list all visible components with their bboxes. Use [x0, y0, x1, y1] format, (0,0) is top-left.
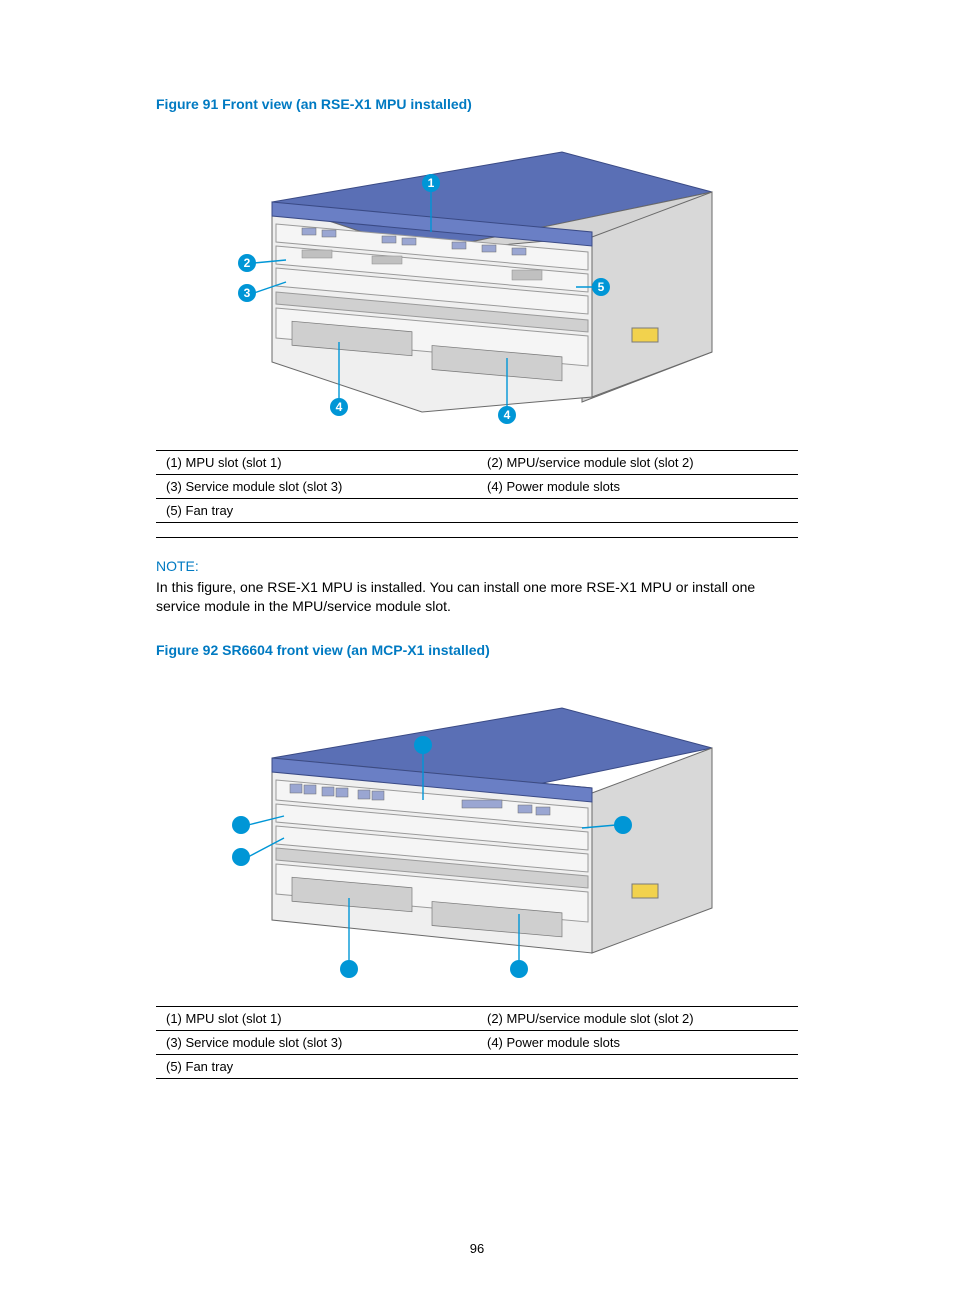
note-body: In this figure, one RSE-X1 MPU is instal… — [156, 578, 798, 616]
legend-cell — [477, 1054, 798, 1078]
note-rule — [156, 537, 798, 538]
table-row: (3) Service module slot (slot 3) (4) Pow… — [156, 1030, 798, 1054]
legend-cell: (2) MPU/service module slot (slot 2) — [477, 451, 798, 475]
legend-cell: (1) MPU slot (slot 1) — [156, 451, 477, 475]
legend-cell: (5) Fan tray — [156, 1054, 477, 1078]
callout-dot — [232, 816, 250, 834]
table-row: (5) Fan tray — [156, 499, 798, 523]
legend-cell: (4) Power module slots — [477, 1030, 798, 1054]
callout-dot — [614, 816, 632, 834]
callout-4: 4 — [498, 406, 516, 424]
figure-91-caption: Figure 91 Front view (an RSE-X1 MPU inst… — [156, 96, 798, 112]
callout-dot — [414, 736, 432, 754]
legend-cell: (2) MPU/service module slot (slot 2) — [477, 1006, 798, 1030]
legend-cell: (3) Service module slot (slot 3) — [156, 475, 477, 499]
callout-dot — [232, 848, 250, 866]
note-label: NOTE: — [156, 558, 798, 574]
callout-2: 2 — [238, 254, 256, 272]
chassis-svg — [232, 688, 722, 998]
callout-1: 1 — [422, 174, 440, 192]
legend-cell: (1) MPU slot (slot 1) — [156, 1006, 477, 1030]
callout-dot — [340, 960, 358, 978]
figure-91-legend: (1) MPU slot (slot 1) (2) MPU/service mo… — [156, 450, 798, 523]
legend-cell: (3) Service module slot (slot 3) — [156, 1030, 477, 1054]
table-row: (1) MPU slot (slot 1) (2) MPU/service mo… — [156, 451, 798, 475]
callout-4: 4 — [330, 398, 348, 416]
page-number: 96 — [0, 1241, 954, 1256]
table-row: (3) Service module slot (slot 3) (4) Pow… — [156, 475, 798, 499]
legend-cell: (4) Power module slots — [477, 475, 798, 499]
legend-cell — [477, 499, 798, 523]
figure-92-legend: (1) MPU slot (slot 1) (2) MPU/service mo… — [156, 1006, 798, 1079]
callout-5: 5 — [592, 278, 610, 296]
document-page: Figure 91 Front view (an RSE-X1 MPU inst… — [0, 0, 954, 1296]
callout-dot — [510, 960, 528, 978]
table-row: (5) Fan tray — [156, 1054, 798, 1078]
figure-92-caption: Figure 92 SR6604 front view (an MCP-X1 i… — [156, 642, 798, 658]
chassis-svg — [232, 142, 722, 442]
figure-91-diagram: 1 2 3 4 4 5 — [232, 142, 722, 442]
figure-92-diagram — [232, 688, 722, 998]
legend-cell: (5) Fan tray — [156, 499, 477, 523]
table-row: (1) MPU slot (slot 1) (2) MPU/service mo… — [156, 1006, 798, 1030]
callout-3: 3 — [238, 284, 256, 302]
